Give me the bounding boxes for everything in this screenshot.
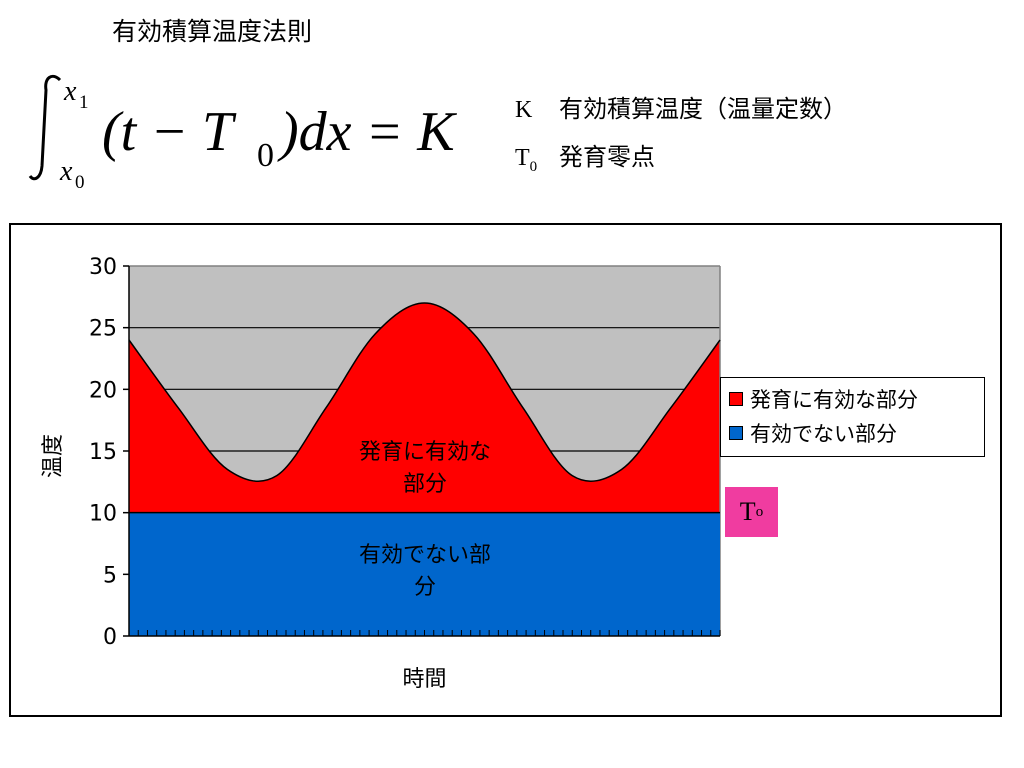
region-label-noneffective-line1: 有効でない部	[358, 543, 491, 568]
formula-upper-sub: 1	[79, 92, 89, 113]
y-axis-title: 温度	[41, 434, 66, 478]
definition-symbol: T0	[515, 144, 538, 175]
formula-upper-limit: x	[63, 76, 77, 107]
formula-rest: )dx = K	[277, 101, 457, 163]
definition-t0: T0 発育零点	[515, 138, 847, 186]
y-tick-label: 25	[89, 317, 117, 342]
integral-formula: x 1 x 0 (t − T 0 )dx = K	[28, 72, 470, 193]
slide-title: 有効積算温度法則	[112, 17, 313, 46]
y-tick-label: 10	[89, 502, 117, 527]
legend-label-noneffective: 有効でない部分	[750, 422, 897, 446]
y-tick-label: 20	[89, 378, 117, 403]
legend-swatch-effective	[729, 392, 743, 406]
formula-integrand-sub: 0	[257, 137, 274, 174]
region-label-effective-line2: 部分	[402, 472, 447, 497]
legend-item-noneffective: 有効でない部分	[729, 416, 984, 450]
formula-integrand: (t − T	[102, 101, 237, 163]
y-tick-label: 5	[103, 563, 117, 588]
t0-symbol: T	[739, 497, 756, 526]
x-axis-title: 時間	[402, 667, 446, 692]
y-tick-label: 15	[89, 440, 117, 465]
temperature-curve	[128, 302, 721, 482]
effective-area	[129, 303, 720, 513]
noneffective-area	[129, 512, 720, 636]
region-label-effective-line1: 発育に有効な	[358, 440, 491, 465]
symbol-definitions: K 有効積算温度（温量定数） T0 発育零点	[515, 90, 847, 186]
region-label-effective: 発育に有効な 部分	[325, 437, 525, 501]
formula-lower-limit: x	[59, 156, 73, 187]
definition-symbol: K	[515, 97, 533, 123]
y-tick-label: 0	[103, 625, 117, 650]
integral-sign	[28, 74, 62, 181]
y-tick-label: 30	[89, 255, 117, 280]
legend-swatch-noneffective	[729, 426, 743, 440]
definition-k: K 有効積算温度（温量定数）	[515, 90, 847, 138]
formula-lower-sub: 0	[75, 172, 85, 193]
legend-label-effective: 発育に有効な部分	[750, 388, 918, 412]
definition-text: 有効積算温度（温量定数）	[559, 95, 847, 123]
region-label-noneffective: 有効でない部 分	[325, 540, 525, 604]
region-label-noneffective-line2: 分	[413, 575, 436, 600]
chart-legend: 発育に有効な部分 有効でない部分	[720, 377, 985, 457]
definition-text: 発育零点	[559, 142, 655, 171]
t0-sub: o	[755, 503, 764, 520]
legend-item-effective: 発育に有効な部分	[729, 382, 984, 416]
